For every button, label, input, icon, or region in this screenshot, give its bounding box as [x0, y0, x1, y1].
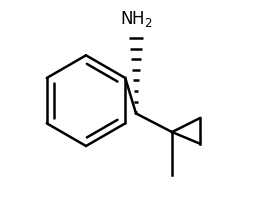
Text: NH$_2$: NH$_2$	[120, 9, 152, 29]
